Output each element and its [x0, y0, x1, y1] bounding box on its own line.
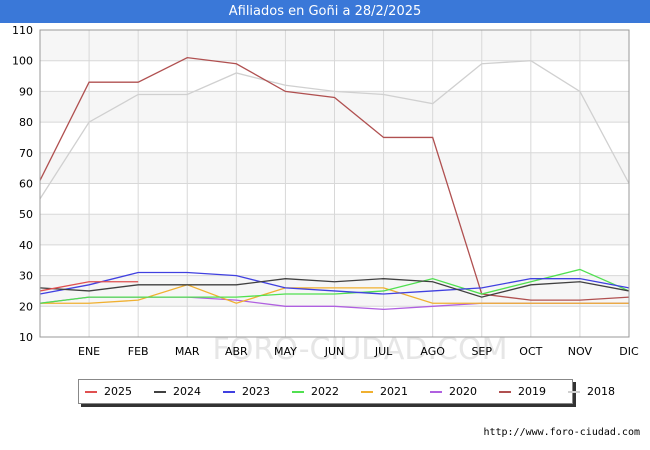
y-tick-label: 40 — [19, 239, 33, 252]
x-tick-label: FEB — [128, 345, 149, 358]
legend-label: 2018 — [587, 385, 615, 398]
x-tick-label: JUN — [324, 345, 345, 358]
series-line-2025 — [39, 281, 139, 292]
series-line-2023 — [39, 271, 630, 295]
x-tick-label: MAR — [175, 345, 200, 358]
legend-swatch — [154, 390, 166, 393]
legend-swatch — [223, 390, 235, 393]
legend-swatch — [85, 390, 97, 393]
legend-label: 2019 — [518, 385, 546, 398]
legend-label: 2022 — [311, 385, 339, 398]
legend-label: 2023 — [242, 385, 270, 398]
x-tick-label: MAY — [274, 345, 297, 358]
legend-item-2023: 2023 — [223, 385, 270, 398]
legend-swatch — [568, 390, 580, 393]
legend-item-2025: 2025 — [85, 385, 132, 398]
plot-frame — [39, 29, 630, 338]
legend-item-2018: 2018 — [568, 385, 615, 398]
x-tick-label: DIC — [619, 345, 639, 358]
x-tick-label: NOV — [568, 345, 593, 358]
y-tick-label: 110 — [12, 24, 33, 37]
chart-title: Afiliados en Goñi a 28/2/2025 — [0, 0, 650, 23]
series-line-2022 — [39, 268, 630, 304]
series-group — [39, 56, 630, 311]
x-tick-label: SEP — [471, 345, 492, 358]
legend-label: 2020 — [449, 385, 477, 398]
legend-item-2024: 2024 — [154, 385, 201, 398]
series-line-2019 — [39, 56, 630, 301]
legend-swatch — [361, 390, 373, 393]
line-chart: FORO-CIUDAD.COM 10 20 30 40 50 60 70 80 90 100 110… — [12, 24, 639, 367]
legend-label: 2024 — [173, 385, 201, 398]
x-tick-label: ABR — [225, 345, 248, 358]
legend: 2025 2024 2023 2022 2021 2020 2019 2018 — [78, 379, 615, 404]
legend-label: 2021 — [380, 385, 408, 398]
x-axis-ticks: ENE FEB MAR ABR MAY JUN JUL AGO SEP OCT NOV DIC — [78, 345, 639, 358]
y-tick-label: 80 — [19, 116, 33, 129]
x-tick-label: JUL — [374, 345, 393, 358]
legend-item-2020: 2020 — [430, 385, 477, 398]
x-tick-label: ENE — [78, 345, 100, 358]
legend-item-2022: 2022 — [292, 385, 339, 398]
legend-item-2021: 2021 — [361, 385, 408, 398]
series-line-2021 — [40, 284, 629, 304]
legend-label: 2025 — [104, 385, 132, 398]
x-tick-label: AGO — [420, 345, 445, 358]
y-tick-label: 60 — [19, 178, 33, 191]
y-tick-label: 30 — [19, 270, 33, 283]
y-axis-ticks: 10 20 30 40 50 60 70 80 90 100 110 — [12, 24, 33, 344]
legend-item-2019: 2019 — [499, 385, 546, 398]
y-tick-label: 50 — [19, 208, 33, 221]
legend-swatch — [499, 390, 511, 393]
x-tick-label: OCT — [519, 345, 542, 358]
y-tick-label: 20 — [19, 300, 33, 313]
y-tick-label: 100 — [12, 55, 33, 68]
series-line-2024 — [39, 278, 630, 298]
legend-swatch — [292, 390, 304, 393]
y-tick-label: 10 — [19, 331, 33, 344]
y-tick-label: 90 — [19, 85, 33, 98]
source-url[interactable]: http://www.foro-ciudad.com — [483, 427, 640, 438]
legend-swatch — [430, 390, 442, 393]
y-tick-label: 70 — [19, 147, 33, 160]
series-line-2018 — [39, 60, 630, 200]
watermark-text: FORO-CIUDAD.COM — [213, 332, 508, 367]
